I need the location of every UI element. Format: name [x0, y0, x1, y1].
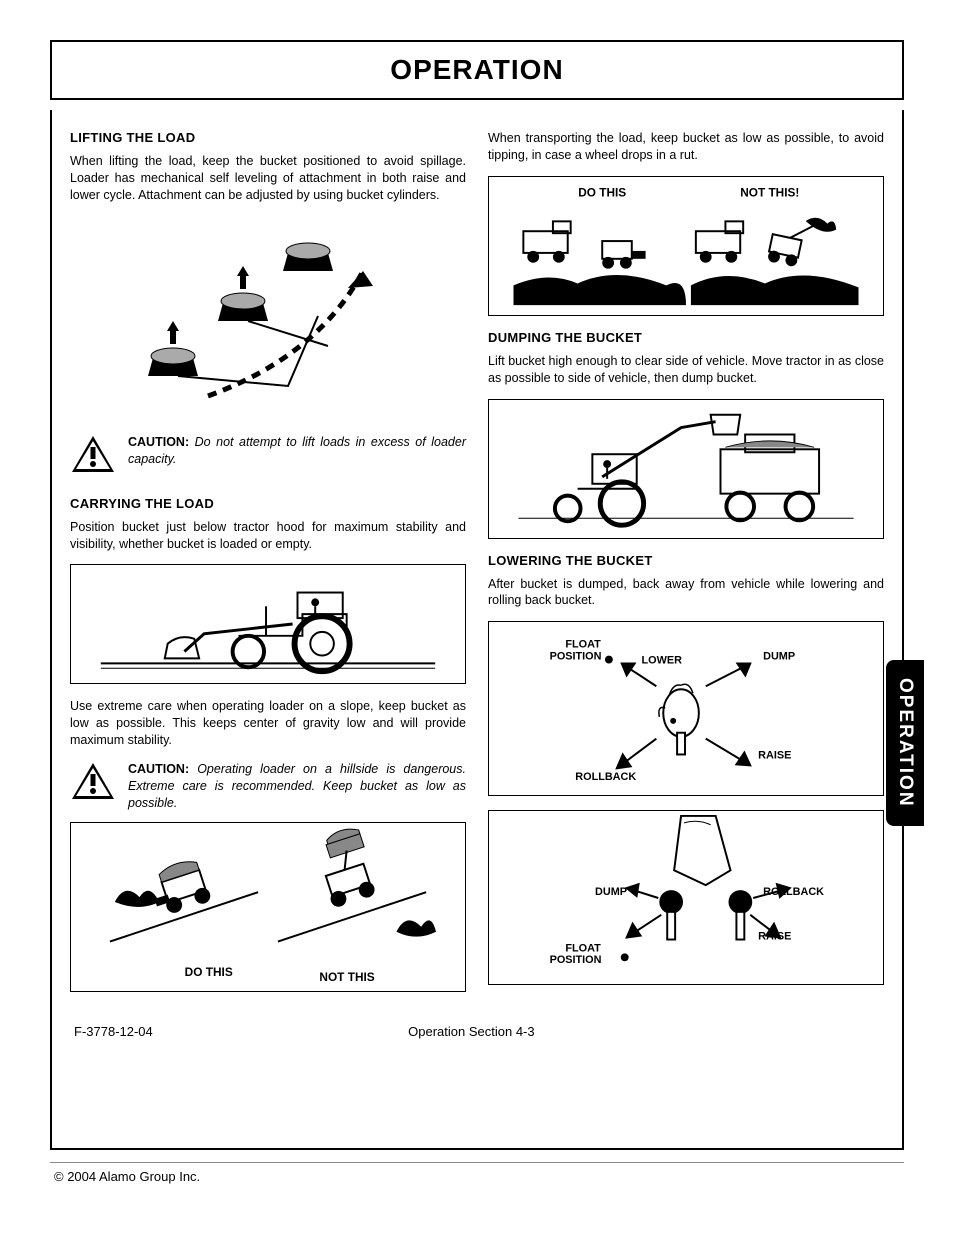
page-title: OPERATION	[52, 54, 902, 86]
label-dump: DUMP	[595, 886, 627, 898]
label-do-this: DO THIS	[578, 185, 626, 199]
content-frame: LIFTING THE LOAD When lifting the load, …	[50, 110, 904, 1150]
figure-joystick-1: FLOAT POSITION LOWER DUMP ROLLBACK RAISE	[488, 621, 884, 796]
joystick1-svg: FLOAT POSITION LOWER DUMP ROLLBACK RAISE	[489, 622, 883, 795]
transport-compare-svg: DO THIS NOT THIS!	[489, 177, 883, 315]
left-column: LIFTING THE LOAD When lifting the load, …	[70, 130, 466, 1006]
copyright: © 2004 Alamo Group Inc.	[50, 1162, 904, 1184]
two-column-layout: LIFTING THE LOAD When lifting the load, …	[70, 130, 884, 1006]
caution-lifting-text: CAUTION: Do not attempt to lift loads in…	[128, 434, 466, 468]
caution-hillside-text: CAUTION: Operating loader on a hillside …	[128, 761, 466, 812]
right-column: When transporting the load, keep bucket …	[488, 130, 884, 1006]
label-do-this: DO THIS	[185, 965, 233, 979]
text-lifting: When lifting the load, keep the bucket p…	[70, 153, 466, 204]
figure-joystick-2: DUMP ROLLBACK RAISE FLOAT POSITION	[488, 810, 884, 985]
joystick2-svg: DUMP ROLLBACK RAISE FLOAT POSITION	[489, 811, 883, 984]
page-root: OPERATION LIFTING THE LOAD When lifting …	[0, 0, 954, 1204]
footer-spacer	[790, 1024, 880, 1039]
heading-lowering: LOWERING THE BUCKET	[488, 553, 884, 568]
label-position: POSITION	[550, 954, 602, 966]
figure-dumping	[488, 399, 884, 539]
heading-carrying: CARRYING THE LOAD	[70, 496, 466, 511]
footer-row: F-3778-12-04 Operation Section 4-3	[70, 1024, 884, 1039]
footer-section: Operation Section 4-3	[408, 1024, 534, 1039]
title-box: OPERATION	[50, 40, 904, 100]
label-float: FLOAT	[565, 943, 601, 955]
warning-icon	[70, 434, 116, 474]
label-raise: RAISE	[758, 750, 791, 762]
figure-slope-compare: DO THIS	[70, 822, 466, 992]
caution-lifting: CAUTION: Do not attempt to lift loads in…	[70, 434, 466, 474]
caution-label: CAUTION:	[128, 762, 189, 776]
figure-lifting-arc	[70, 216, 466, 416]
text-transport: When transporting the load, keep bucket …	[488, 130, 884, 164]
label-rollback: ROLLBACK	[575, 771, 636, 783]
figure-transport-compare: DO THIS NOT THIS!	[488, 176, 884, 316]
label-raise: RAISE	[758, 931, 791, 943]
label-lower: LOWER	[642, 655, 683, 667]
dumping-svg	[489, 400, 883, 538]
heading-lifting: LIFTING THE LOAD	[70, 130, 466, 145]
text-slope: Use extreme care when operating loader o…	[70, 698, 466, 749]
slope-compare-svg: DO THIS	[71, 823, 465, 991]
figure-tractor-side	[70, 564, 466, 684]
text-lowering: After bucket is dumped, back away from v…	[488, 576, 884, 610]
label-position: POSITION	[550, 651, 602, 663]
label-not-this: NOT THIS	[319, 970, 374, 984]
label-float: FLOAT	[565, 639, 601, 651]
heading-dumping: DUMPING THE BUCKET	[488, 330, 884, 345]
caution-hillside: CAUTION: Operating loader on a hillside …	[70, 761, 466, 812]
label-rollback: ROLLBACK	[763, 886, 824, 898]
lifting-arc-svg	[70, 216, 466, 416]
warning-icon	[70, 761, 116, 801]
tractor-side-svg	[71, 565, 465, 683]
text-carrying: Position bucket just below tractor hood …	[70, 519, 466, 553]
label-not-this: NOT THIS!	[740, 185, 799, 199]
side-tab: OPERATION	[886, 660, 924, 826]
footer-doc-id: F-3778-12-04	[74, 1024, 153, 1039]
text-dumping: Lift bucket high enough to clear side of…	[488, 353, 884, 387]
label-dump: DUMP	[763, 651, 795, 663]
caution-label: CAUTION:	[128, 435, 189, 449]
